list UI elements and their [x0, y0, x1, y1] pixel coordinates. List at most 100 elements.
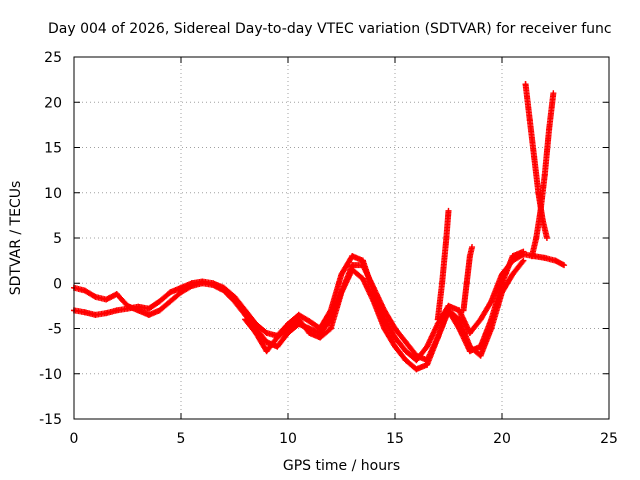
y-tick-label: 0 — [53, 276, 62, 292]
data-point — [220, 287, 227, 294]
axis-ticks: 0 5 10 15 20 25 -15 -10 -5 0 5 10 15 20 25 — [39, 50, 618, 447]
data-point — [526, 117, 533, 124]
data-point — [535, 189, 542, 196]
data-point — [520, 248, 527, 255]
y-tick-label: -15 — [39, 412, 62, 428]
data-point — [124, 302, 131, 309]
data-point — [199, 280, 206, 287]
data-point — [509, 253, 516, 260]
data-point — [178, 289, 184, 296]
data-point — [242, 316, 249, 323]
data-point — [543, 235, 550, 241]
data-point — [381, 325, 388, 332]
y-tick-label: 25 — [44, 50, 62, 66]
data-point — [488, 298, 495, 305]
data-point — [252, 330, 259, 337]
data-point — [499, 280, 505, 287]
data-point — [528, 253, 535, 260]
data-point — [81, 309, 88, 316]
data-point — [359, 275, 366, 282]
x-tick-label: 20 — [493, 431, 511, 447]
data-point — [463, 280, 470, 287]
data-point — [445, 207, 452, 214]
data-point — [392, 343, 398, 350]
marker-fill — [519, 258, 526, 265]
data-point — [285, 325, 291, 332]
data-point — [469, 244, 476, 251]
x-tick-label: 10 — [279, 431, 297, 447]
data-point — [477, 343, 484, 350]
data-point — [488, 316, 495, 323]
data-point — [402, 339, 409, 346]
x-tick-label: 0 — [70, 431, 79, 447]
y-tick-label: -10 — [39, 367, 62, 383]
data-point — [359, 262, 366, 269]
x-tick-label: 5 — [177, 431, 186, 447]
data-point — [477, 352, 484, 359]
data-point — [466, 348, 473, 355]
data-point — [263, 339, 270, 346]
data-point — [413, 352, 420, 359]
data-point — [434, 316, 441, 323]
data-point — [338, 271, 345, 278]
data-point — [167, 289, 174, 296]
data-point — [103, 296, 110, 303]
data-point — [113, 291, 120, 298]
data-point — [445, 307, 452, 314]
y-tick-label: 10 — [44, 186, 62, 202]
data-point — [466, 253, 473, 260]
data-point — [349, 266, 356, 273]
data-point — [370, 284, 377, 291]
series-track-3 — [242, 248, 527, 373]
series-track-1 — [71, 251, 568, 364]
y-tick-label: 15 — [44, 141, 62, 157]
data-point — [466, 330, 473, 337]
data-point — [135, 307, 142, 314]
data-point — [188, 282, 195, 289]
data-point — [520, 257, 527, 264]
data-point — [541, 254, 548, 261]
y-axis-label: SDTVAR / TECUs — [8, 181, 24, 296]
data-point — [531, 153, 538, 160]
data-point — [327, 325, 334, 332]
x-tick-label: 25 — [600, 431, 618, 447]
data-point — [210, 282, 217, 289]
data-point — [263, 330, 270, 337]
data-point — [231, 298, 238, 305]
data-point — [413, 366, 420, 373]
data-point — [509, 271, 516, 278]
data-point — [113, 307, 120, 314]
x-tick-label: 15 — [386, 431, 404, 447]
data-point — [156, 298, 163, 305]
data-point — [537, 207, 544, 214]
series-layer — [71, 81, 568, 373]
data-point — [306, 330, 313, 337]
data-point — [103, 310, 110, 317]
data-point — [402, 357, 409, 364]
data-point — [274, 343, 281, 350]
data-point — [456, 325, 463, 332]
series-spike-18-5 — [460, 244, 476, 314]
data-point — [274, 334, 281, 341]
data-point — [156, 307, 163, 314]
grid — [74, 57, 609, 419]
data-point — [552, 257, 559, 264]
data-point — [456, 316, 463, 323]
data-point — [477, 316, 484, 323]
y-tick-label: 5 — [53, 231, 62, 247]
data-point — [263, 348, 270, 355]
data-point — [317, 334, 324, 341]
data-point — [541, 171, 548, 178]
series-peak-up — [528, 90, 557, 260]
data-point — [306, 318, 313, 325]
data-point — [550, 90, 557, 97]
data-point — [167, 298, 174, 305]
data-point — [434, 334, 441, 341]
data-point — [392, 325, 398, 332]
data-point — [522, 81, 529, 88]
data-point — [145, 305, 152, 312]
data-point — [145, 311, 152, 318]
data-point — [546, 126, 553, 133]
data-point — [92, 311, 99, 318]
